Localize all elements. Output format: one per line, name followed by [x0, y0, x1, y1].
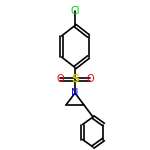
Text: O: O	[56, 75, 64, 84]
Text: S: S	[71, 75, 79, 84]
Text: N: N	[71, 88, 79, 98]
Text: O: O	[86, 75, 94, 84]
Text: Cl: Cl	[70, 6, 80, 15]
